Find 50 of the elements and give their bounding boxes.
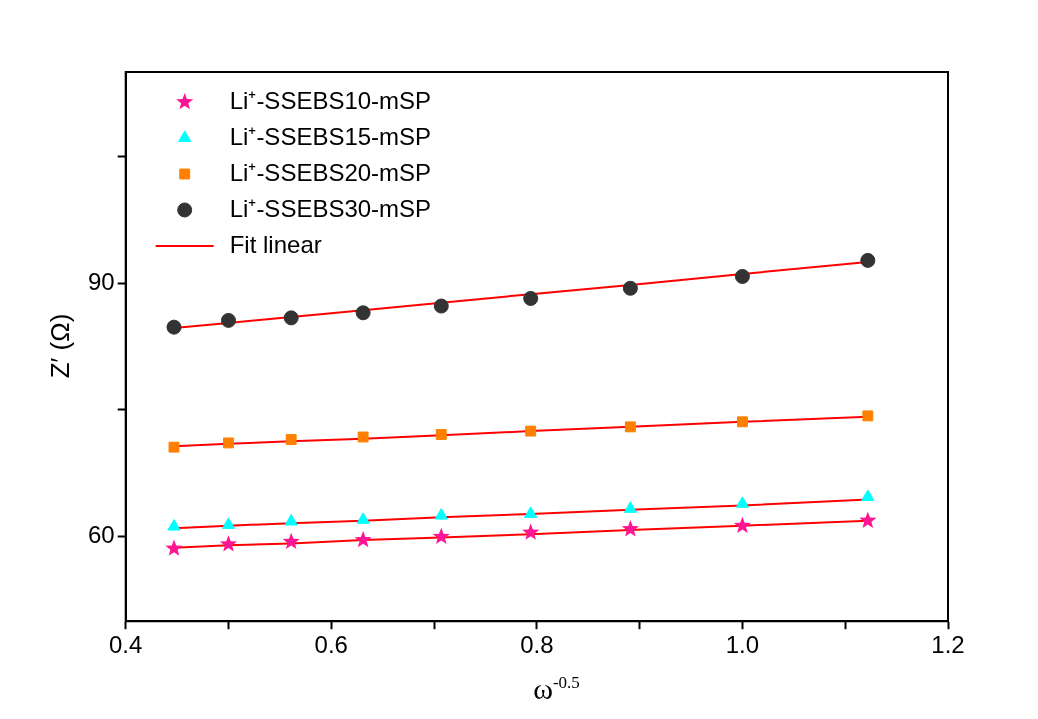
point xyxy=(733,516,751,534)
point xyxy=(433,298,449,314)
point xyxy=(736,416,748,428)
point xyxy=(622,280,638,296)
point xyxy=(735,496,749,508)
y-axis-title: Z′ (Ω) xyxy=(44,313,76,379)
point xyxy=(220,312,236,328)
point xyxy=(734,268,750,284)
point xyxy=(859,511,877,528)
point xyxy=(357,431,369,443)
x-tick-label: 0.4 xyxy=(109,631,143,659)
point xyxy=(862,410,874,422)
y-tick-label: 60 xyxy=(87,521,115,549)
point xyxy=(522,523,540,540)
point xyxy=(435,429,447,440)
legend-label: Li⁺-SSEBS15-mSP xyxy=(229,122,432,150)
point xyxy=(434,508,448,520)
point xyxy=(168,441,180,453)
point xyxy=(354,531,372,548)
point xyxy=(524,506,538,518)
point xyxy=(167,519,181,531)
point xyxy=(525,425,537,437)
point xyxy=(282,532,300,550)
legend-label: Li⁺-SSEBS10-mSP xyxy=(229,86,432,114)
x-tick-label: 1.0 xyxy=(725,631,760,659)
point xyxy=(624,421,636,433)
point xyxy=(219,535,238,552)
point xyxy=(166,319,182,335)
point xyxy=(221,517,236,529)
point xyxy=(355,305,371,321)
point xyxy=(356,512,370,524)
x-axis-title: ω$^{-0.5}$ xyxy=(532,672,581,706)
y-tick-label: 90 xyxy=(87,267,115,295)
point xyxy=(861,489,875,501)
point xyxy=(284,514,298,526)
point xyxy=(285,434,297,445)
legend-label: Li⁺-SSEBS20-mSP xyxy=(229,158,432,186)
legend-label: Li⁺-SSEBS30-mSP xyxy=(229,194,432,222)
point xyxy=(283,310,299,326)
point xyxy=(223,437,234,449)
point xyxy=(621,520,639,537)
point xyxy=(623,501,637,513)
point xyxy=(432,527,450,544)
point xyxy=(523,290,539,306)
x-tick-label: 0.6 xyxy=(314,631,348,659)
x-tick-label: 0.8 xyxy=(520,631,554,659)
point xyxy=(165,539,183,556)
x-tick-label: 1.2 xyxy=(931,631,965,659)
point xyxy=(860,252,876,268)
legend-label: Fit linear xyxy=(229,230,322,258)
